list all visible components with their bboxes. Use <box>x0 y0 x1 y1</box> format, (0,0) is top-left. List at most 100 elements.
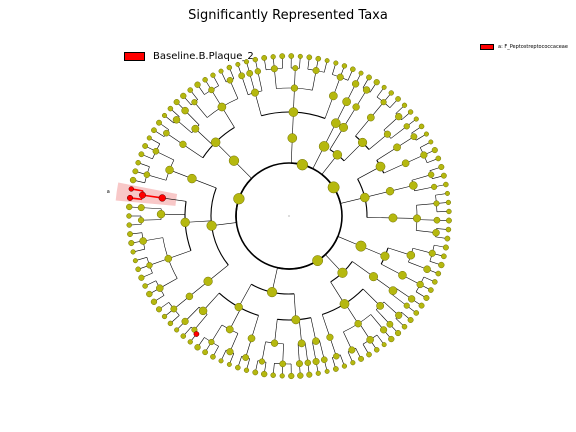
taxon-node <box>155 306 163 313</box>
taxon-node <box>327 181 340 194</box>
taxon-node <box>375 161 386 172</box>
taxon-node <box>126 213 132 219</box>
taxon-node <box>246 69 254 77</box>
taxon-node <box>373 347 380 353</box>
taxon-node <box>306 371 313 378</box>
taxon-node <box>234 302 243 312</box>
taxon-node <box>423 131 429 137</box>
taxon-node <box>180 333 187 339</box>
taxon-node <box>129 176 137 184</box>
taxon-node <box>243 367 250 373</box>
highlighted-clade-shade <box>115 182 178 206</box>
taxon-node <box>381 342 387 348</box>
highlighted-taxon-node <box>127 194 134 201</box>
taxon-node <box>173 99 180 106</box>
taxon-node <box>440 172 447 179</box>
taxon-node <box>191 99 198 106</box>
taxon-node <box>181 106 189 115</box>
taxon-node <box>287 133 298 143</box>
taxon-node <box>291 315 301 325</box>
branch-line <box>355 117 372 137</box>
taxon-node <box>339 122 349 132</box>
taxon-node <box>326 333 334 341</box>
taxon-node <box>156 284 164 292</box>
taxon-node <box>336 73 344 81</box>
highlighted-taxon-node <box>158 194 166 202</box>
taxon-node <box>380 326 388 334</box>
legend-swatch <box>124 52 145 61</box>
taxon-node <box>360 192 370 203</box>
branch-line <box>162 197 187 202</box>
taxon-node <box>167 320 174 327</box>
taxon-node <box>388 213 398 223</box>
branch-line <box>416 203 437 206</box>
taxon-node <box>126 203 133 211</box>
taxon-node <box>350 66 356 73</box>
branch-line <box>168 250 192 259</box>
taxon-node <box>258 358 265 365</box>
taxon-node <box>138 151 145 158</box>
taxon-node <box>440 253 447 260</box>
taxon-node <box>416 280 424 289</box>
taxon-node <box>388 335 395 343</box>
taxon-node <box>146 290 153 298</box>
taxon-node <box>401 323 408 330</box>
taxon-node <box>226 348 234 356</box>
taxon-node <box>252 369 259 376</box>
branch-line <box>194 101 208 118</box>
taxon-node <box>444 235 451 242</box>
taxon-node <box>137 217 145 224</box>
branch-line <box>141 219 162 221</box>
taxon-node <box>352 103 360 111</box>
taxon-node <box>304 359 312 367</box>
taxon-node <box>442 244 449 251</box>
branch-line <box>411 174 432 181</box>
taxon-node <box>161 313 168 320</box>
taxon-node <box>306 54 313 61</box>
taxon-node <box>247 334 256 343</box>
taxon-node <box>380 251 390 261</box>
taxon-node <box>423 265 431 274</box>
taxon-node <box>332 366 339 372</box>
branch-line <box>274 319 278 344</box>
taxon-node <box>208 86 215 94</box>
taxon-node <box>228 155 240 166</box>
taxon-node <box>407 317 414 323</box>
taxon-node <box>288 107 299 117</box>
taxon-node <box>388 90 394 96</box>
taxon-node <box>295 360 303 368</box>
branch-line <box>194 314 208 331</box>
taxon-node <box>208 338 215 346</box>
taxon-node <box>312 337 320 345</box>
taxon-node <box>366 74 372 81</box>
taxon-node <box>418 302 425 309</box>
taxon-node <box>332 150 343 160</box>
taxon-node <box>297 53 303 59</box>
taxon-node <box>132 258 138 264</box>
taxon-node <box>406 250 416 260</box>
taxon-node <box>388 286 398 295</box>
taxon-node <box>427 287 434 293</box>
taxon-node <box>180 92 187 100</box>
taxon-node <box>152 147 160 155</box>
taxon-node <box>225 325 234 334</box>
branch-line <box>238 284 252 308</box>
taxon-node <box>368 272 379 282</box>
branch-line <box>310 317 317 342</box>
taxon-node <box>261 55 268 61</box>
taxon-node <box>413 214 421 223</box>
clade-legend: a: F_Peptostreptococcaceae <box>480 44 568 50</box>
taxon-node <box>251 88 259 97</box>
taxon-node <box>279 360 287 368</box>
highlighted-taxon-node <box>193 331 200 337</box>
taxon-node <box>210 353 216 360</box>
taxon-node <box>376 301 385 310</box>
taxon-node <box>357 137 368 148</box>
taxon-node <box>242 354 250 361</box>
taxon-node <box>128 240 135 247</box>
taxon-node <box>333 352 340 360</box>
taxon-node <box>433 216 441 224</box>
taxon-node <box>432 228 440 237</box>
taxon-node <box>142 143 149 149</box>
taxon-node <box>143 171 151 178</box>
